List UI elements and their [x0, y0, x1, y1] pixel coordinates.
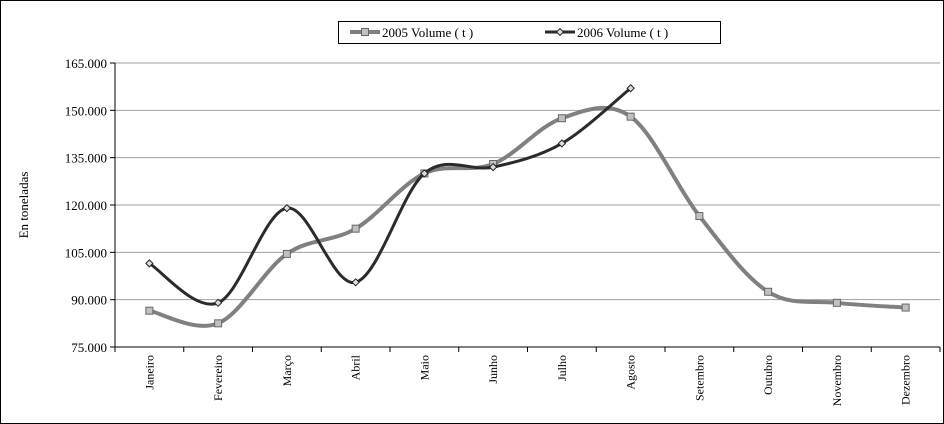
x-tick-label: Novembro — [830, 355, 844, 406]
y-tick-label: 150.000 — [65, 103, 107, 118]
y-tick-label: 120.000 — [65, 198, 107, 213]
marker — [420, 169, 429, 178]
marker — [213, 298, 223, 308]
y-axis-title: En toneladas — [16, 172, 31, 239]
x-tick-label: Janeiro — [142, 355, 156, 390]
marker — [764, 287, 773, 296]
legend-marker — [361, 28, 369, 36]
x-tick-label: Maio — [417, 355, 431, 380]
marker — [282, 249, 291, 258]
x-tick-label: Abril — [349, 354, 363, 380]
y-tick-label: 90.000 — [71, 293, 107, 308]
marker — [901, 303, 910, 312]
marker — [626, 112, 635, 121]
marker — [626, 84, 635, 93]
x-tick-label: Outubro — [761, 355, 775, 395]
marker — [214, 319, 223, 328]
x-tick-label: Dezembro — [899, 355, 913, 405]
legend-box — [338, 21, 721, 44]
y-tick-label: 165.000 — [65, 56, 107, 71]
series-line — [148, 87, 632, 306]
marker — [145, 259, 154, 268]
legend-marker — [555, 27, 565, 37]
x-tick-label: Junho — [486, 355, 500, 384]
marker — [145, 306, 154, 315]
marker — [695, 212, 704, 221]
marker — [351, 224, 360, 233]
x-tick-label: Fevereiro — [211, 355, 225, 401]
legend-label: 2005 Volume ( t ) — [382, 25, 473, 40]
y-tick-label: 135.000 — [65, 151, 107, 166]
marker — [282, 203, 292, 213]
marker — [557, 114, 566, 123]
marker — [488, 162, 498, 172]
x-tick-label: Julho — [555, 355, 569, 381]
marker — [557, 139, 567, 148]
x-tick-label: Setembro — [692, 355, 706, 401]
marker — [832, 298, 841, 307]
legend-label: 2006 Volume ( t ) — [577, 25, 668, 40]
marker — [351, 278, 360, 287]
x-tick-label: Agosto — [624, 355, 638, 390]
x-tick-label: Março — [280, 355, 294, 386]
y-tick-label: 105.000 — [65, 245, 107, 260]
y-tick-label: 75.000 — [71, 340, 107, 355]
